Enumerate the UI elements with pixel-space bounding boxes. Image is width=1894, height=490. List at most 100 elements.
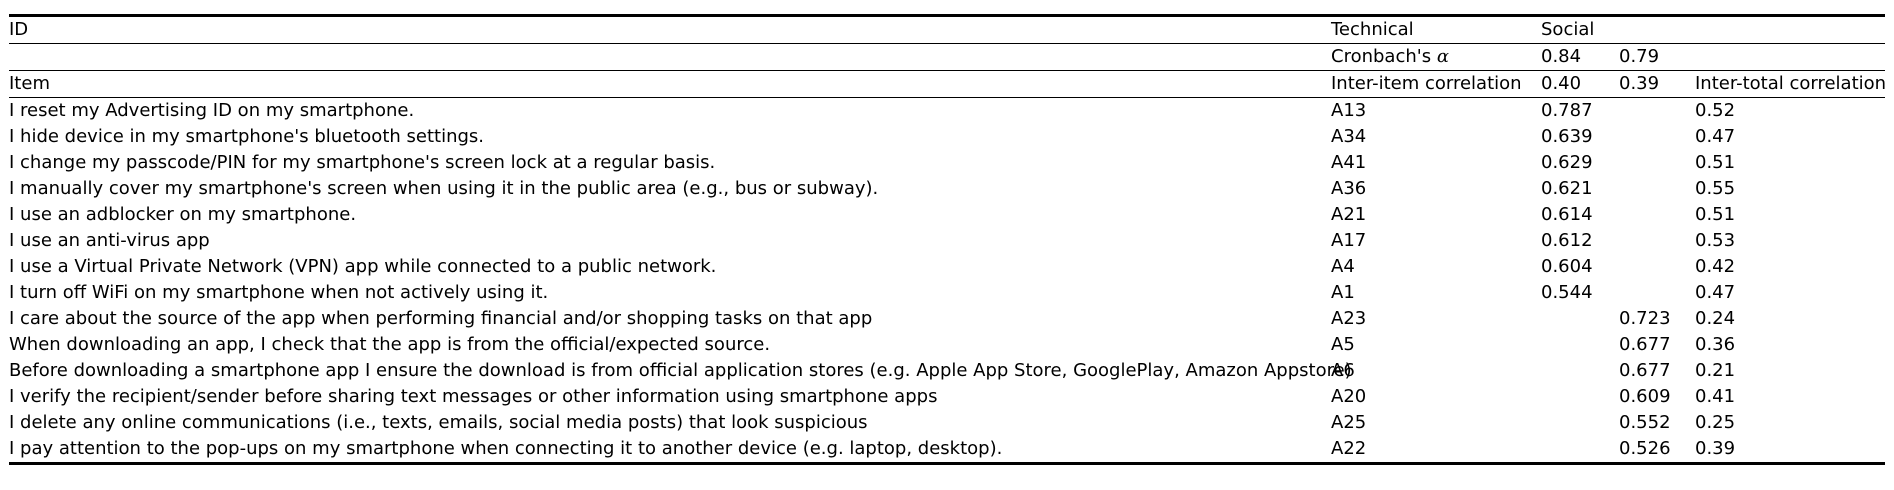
item-text: I reset my Advertising ID on my smartpho… <box>9 97 1331 124</box>
header-row-cronbach: Cronbach's α 0.84 0.79 <box>9 43 1885 71</box>
social-loading <box>1619 254 1695 280</box>
inter-total-label: Inter-total correlation <box>1695 70 1886 98</box>
table-row: I change my passcode/PIN for my smartpho… <box>9 150 1885 176</box>
technical-loading: 0.614 <box>1541 204 1593 225</box>
table-row: I care about the source of the app when … <box>9 306 1885 332</box>
technical-loading <box>1541 410 1619 436</box>
cronbach-social: 0.79 <box>1619 43 1695 71</box>
table-row: I delete any online communications (i.e.… <box>9 410 1885 436</box>
item-text: I change my passcode/PIN for my smartpho… <box>9 152 716 173</box>
table-row: I reset my Advertising ID on my smartpho… <box>9 97 1885 124</box>
social-loading: 0.552 <box>1619 412 1671 433</box>
item-id: A4 <box>1331 256 1355 277</box>
item-id: A25 <box>1331 412 1367 433</box>
inter-total-value: 0.39 <box>1695 436 1885 465</box>
social-loading: 0.677 <box>1619 334 1671 355</box>
item-text: I pay attention to the pop-ups on my sma… <box>9 436 1331 465</box>
header-row-item: Item Inter-item correlation 0.40 0.39 In… <box>9 70 1886 98</box>
social-header: Social <box>1541 14 1619 44</box>
item-text: I use an adblocker on my smartphone. <box>9 204 357 225</box>
technical-loading: 0.612 <box>1541 230 1593 251</box>
technical-loading: 0.787 <box>1541 97 1619 124</box>
item-id: A23 <box>1331 308 1367 329</box>
results-table-container: ID Technical Social Cronbach's α 0.84 0.… <box>9 14 1886 465</box>
social-loading: 0.609 <box>1619 386 1671 407</box>
inter-total-value: 0.51 <box>1695 152 1736 173</box>
social-loading <box>1619 150 1695 176</box>
technical-loading: 0.621 <box>1541 178 1593 199</box>
social-loading <box>1619 176 1695 202</box>
id-header: ID <box>9 14 1331 44</box>
table-row: I turn off WiFi on my smartphone when no… <box>9 280 1885 306</box>
social-loading <box>1619 228 1695 254</box>
table-row: I pay attention to the pop-ups on my sma… <box>9 436 1885 465</box>
cronbach-technical: 0.84 <box>1541 43 1619 71</box>
item-text: I verify the recipient/sender before sha… <box>9 386 938 407</box>
inter-total-value: 0.24 <box>1695 308 1736 329</box>
item-id: A34 <box>1331 126 1367 147</box>
table-row: I use an anti-virus app A17 0.612 0.53 <box>9 228 1885 254</box>
table-row: I verify the recipient/sender before sha… <box>9 384 1885 410</box>
social-loading <box>1619 97 1695 124</box>
inter-total-value: 0.52 <box>1695 97 1885 124</box>
table-row: I hide device in my smartphone's bluetoo… <box>9 124 1885 150</box>
inter-total-value: 0.53 <box>1695 230 1736 251</box>
inter-total-value: 0.25 <box>1695 412 1736 433</box>
item-id: A1 <box>1331 282 1355 303</box>
item-header: Item <box>9 70 1331 98</box>
item-text: I manually cover my smartphone's screen … <box>9 178 879 199</box>
item-id: A36 <box>1331 178 1367 199</box>
technical-loading: 0.604 <box>1541 256 1593 277</box>
inter-total-value: 0.47 <box>1695 126 1736 147</box>
social-loading <box>1619 202 1695 228</box>
social-loading: 0.723 <box>1619 308 1671 329</box>
technical-loading: 0.544 <box>1541 282 1593 303</box>
social-loading <box>1619 124 1695 150</box>
technical-loading <box>1541 436 1619 465</box>
table-row: When downloading an app, I check that th… <box>9 332 1885 358</box>
inter-total-value: 0.51 <box>1695 204 1736 225</box>
cronbach-label: Cronbach's α <box>1331 43 1541 71</box>
inter-total-value: 0.55 <box>1695 178 1736 199</box>
item-text: I use an anti-virus app <box>9 230 210 251</box>
technical-loading <box>1541 384 1619 410</box>
item-text: I use a Virtual Private Network (VPN) ap… <box>9 256 717 277</box>
header-row-1: ID Technical Social <box>9 14 1885 44</box>
technical-loading <box>1541 358 1619 384</box>
inter-total-value: 0.41 <box>1695 386 1736 407</box>
technical-loading: 0.629 <box>1541 152 1593 173</box>
technical-loading: 0.639 <box>1541 126 1593 147</box>
inter-total-value: 0.47 <box>1695 282 1736 303</box>
table-row: I manually cover my smartphone's screen … <box>9 176 1885 202</box>
social-loading: 0.677 <box>1619 360 1671 381</box>
table-row: I use a Virtual Private Network (VPN) ap… <box>9 254 1885 280</box>
inter-item-social: 0.39 <box>1619 70 1695 98</box>
item-text: I care about the source of the app when … <box>9 308 873 329</box>
item-text: I turn off WiFi on my smartphone when no… <box>9 282 549 303</box>
item-id: A13 <box>1331 97 1541 124</box>
item-text: When downloading an app, I check that th… <box>9 334 771 355</box>
item-id: A5 <box>1331 334 1355 355</box>
social-loading: 0.526 <box>1619 436 1695 465</box>
inter-total-value: 0.36 <box>1695 334 1736 355</box>
item-id: A17 <box>1331 230 1367 251</box>
inter-total-value: 0.21 <box>1695 360 1736 381</box>
technical-loading <box>1541 332 1619 358</box>
technical-header: Technical <box>1331 14 1541 44</box>
factor-loadings-table: ID Technical Social Cronbach's α 0.84 0.… <box>9 14 1886 465</box>
inter-total-value: 0.42 <box>1695 256 1736 277</box>
table-row: Before downloading a smartphone app I en… <box>9 358 1885 384</box>
item-text: I delete any online communications (i.e.… <box>9 412 868 433</box>
technical-loading <box>1541 306 1619 332</box>
inter-item-technical: 0.40 <box>1541 70 1619 98</box>
table-row: I use an adblocker on my smartphone. A21… <box>9 202 1885 228</box>
inter-item-label: Inter-item correlation <box>1331 70 1541 98</box>
alpha-symbol: α <box>1436 46 1449 67</box>
social-loading <box>1619 280 1695 306</box>
item-id: A22 <box>1331 436 1541 465</box>
item-id: A41 <box>1331 152 1367 173</box>
item-id: A20 <box>1331 386 1367 407</box>
item-id: A6 <box>1331 360 1355 381</box>
item-id: A21 <box>1331 204 1367 225</box>
item-text: Before downloading a smartphone app I en… <box>9 360 1352 381</box>
